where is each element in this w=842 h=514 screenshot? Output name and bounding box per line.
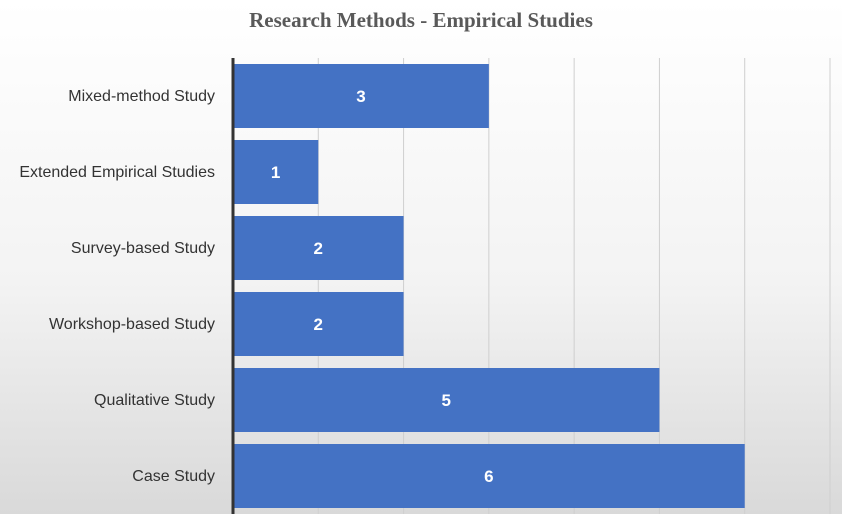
gridlines [317,58,831,514]
category-label: Qualitative Study [94,392,215,409]
chart-title: Research Methods - Empirical Studies [249,8,593,32]
bar [233,292,404,356]
bars: 3 1 2 2 5 6 [233,64,745,508]
bar-value-label: 5 [441,391,450,410]
bar [233,64,489,128]
bar-value-label: 6 [484,467,493,486]
category-label: Survey-based Study [71,240,215,257]
category-label: Extended Empirical Studies [19,164,215,181]
bar [233,140,319,204]
bar-value-label: 1 [271,163,280,182]
bar [233,444,745,508]
bar-value-label: 2 [314,239,323,258]
category-label: Case Study [132,468,215,485]
category-label: Workshop-based Study [49,316,215,333]
bar [233,216,404,280]
bar-value-label: 3 [356,87,365,106]
category-labels: Mixed-method Study Extended Empirical Stu… [19,88,215,485]
bar [233,368,660,432]
bar-value-label: 2 [314,315,323,334]
category-label: Mixed-method Study [68,88,215,105]
